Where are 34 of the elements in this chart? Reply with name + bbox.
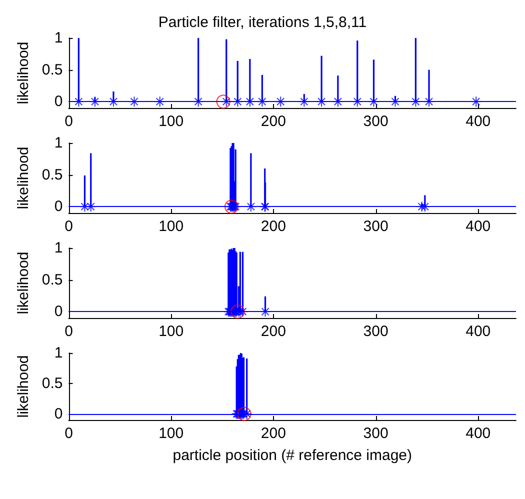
x-tick-label: 400 <box>466 113 491 130</box>
chart-title: Particle filter, iterations 1,5,8,11 <box>158 14 367 31</box>
x-tick-label: 200 <box>260 323 286 340</box>
x-tick-label: 200 <box>260 113 286 130</box>
y-tick-label: 0.5 <box>42 61 63 78</box>
x-tick-label: 100 <box>158 323 184 340</box>
x-tick-label: 300 <box>363 113 388 130</box>
y-tick-label: 1 <box>54 240 63 256</box>
x-tick-label: 200 <box>260 425 286 442</box>
y-axis-title: likelihood <box>15 146 32 210</box>
y-tick-label: 1 <box>54 30 63 46</box>
y-axis-title: likelihood <box>15 355 32 418</box>
y-tick-label: 0 <box>54 303 63 320</box>
y-axis-title: likelihood <box>15 42 32 104</box>
y-tick-label: 0 <box>54 198 63 216</box>
y-tick-label: 0 <box>54 93 63 110</box>
x-tick-label: 200 <box>260 218 286 235</box>
x-axis-title: particle position (# reference image) <box>172 447 412 464</box>
x-tick-label: 100 <box>158 218 184 235</box>
y-tick-label: 1 <box>54 344 63 362</box>
y-tick-label: 0.5 <box>42 374 63 392</box>
x-tick-label: 100 <box>158 113 184 130</box>
x-tick-label: 400 <box>466 425 491 442</box>
x-tick-label: 400 <box>466 323 491 340</box>
y-tick-label: 1 <box>54 134 63 152</box>
x-tick-label: 300 <box>363 323 388 340</box>
x-tick-label: 400 <box>466 218 491 235</box>
y-tick-label: 0.5 <box>42 271 63 288</box>
x-tick-label: 300 <box>363 425 388 442</box>
x-tick-label: 100 <box>158 425 184 442</box>
y-axis-title: likelihood <box>15 252 32 314</box>
y-tick-label: 0.5 <box>42 166 63 184</box>
y-tick-label: 0 <box>54 405 63 422</box>
x-tick-label: 300 <box>363 218 388 235</box>
